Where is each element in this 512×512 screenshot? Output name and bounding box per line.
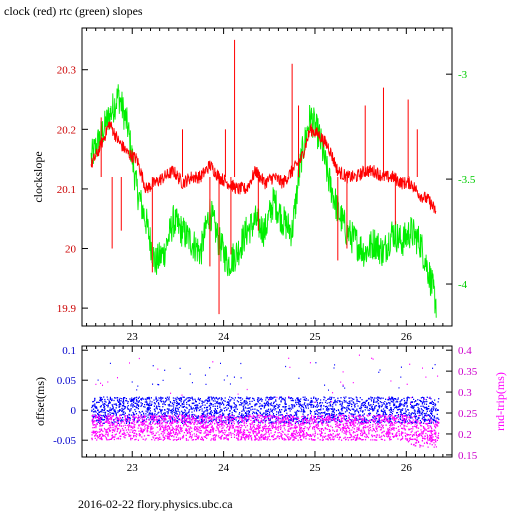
y-tick-label: 19.9 bbox=[57, 303, 77, 315]
x-tick-label: 25 bbox=[309, 331, 321, 343]
y2-tick-label: -3 bbox=[458, 69, 468, 81]
x-tick-label: 23 bbox=[127, 331, 139, 343]
y2-tick-label: 0.3 bbox=[458, 387, 472, 399]
x-tick-label: 23 bbox=[127, 462, 139, 474]
x-tick-label: 26 bbox=[401, 462, 413, 474]
y-tick-label: 0.05 bbox=[57, 375, 77, 387]
series-roundtrip-points bbox=[91, 354, 440, 448]
footer-label: 2016-02-22 flory.physics.ubc.ca bbox=[78, 497, 233, 511]
plot-frame bbox=[81, 27, 453, 327]
series-rtc-line bbox=[90, 84, 437, 318]
panel-slopes bbox=[81, 27, 453, 327]
y2-tick-label: 0.4 bbox=[458, 345, 472, 357]
chart-title: clock (red) rtc (green) slopes bbox=[4, 4, 143, 18]
y-tick-label: 0 bbox=[71, 405, 77, 417]
y2-tick-label: 0.2 bbox=[458, 429, 472, 441]
y2-tick-label: 0.15 bbox=[458, 450, 478, 462]
y2-tick-label: -4 bbox=[458, 279, 468, 291]
y-tick-label: 20.3 bbox=[57, 65, 77, 77]
y-axis-label: offset(ms) bbox=[33, 377, 47, 426]
plot-frame bbox=[81, 345, 453, 458]
y2-tick-label: -3.5 bbox=[458, 174, 476, 186]
y-tick-label: -0.05 bbox=[53, 435, 76, 447]
y2-tick-label: 0.35 bbox=[458, 366, 478, 378]
series-clock-line bbox=[90, 121, 437, 214]
panel-offsets bbox=[81, 345, 453, 458]
y-tick-label: 20 bbox=[65, 244, 77, 256]
x-tick-label: 25 bbox=[309, 462, 321, 474]
x-tick-label: 26 bbox=[401, 331, 413, 343]
y2-tick-label: 0.25 bbox=[458, 408, 478, 420]
x-tick-label: 24 bbox=[218, 462, 230, 474]
y-tick-label: 20.1 bbox=[57, 184, 76, 196]
y-tick-label: 0.1 bbox=[62, 345, 76, 357]
y-axis-label: clockslope bbox=[31, 151, 45, 202]
series-offset-points bbox=[91, 362, 440, 425]
y-tick-label: 20.2 bbox=[57, 124, 76, 136]
y2-axis-label: rnd-trip(ms) bbox=[493, 372, 507, 431]
x-tick-label: 24 bbox=[218, 331, 230, 343]
